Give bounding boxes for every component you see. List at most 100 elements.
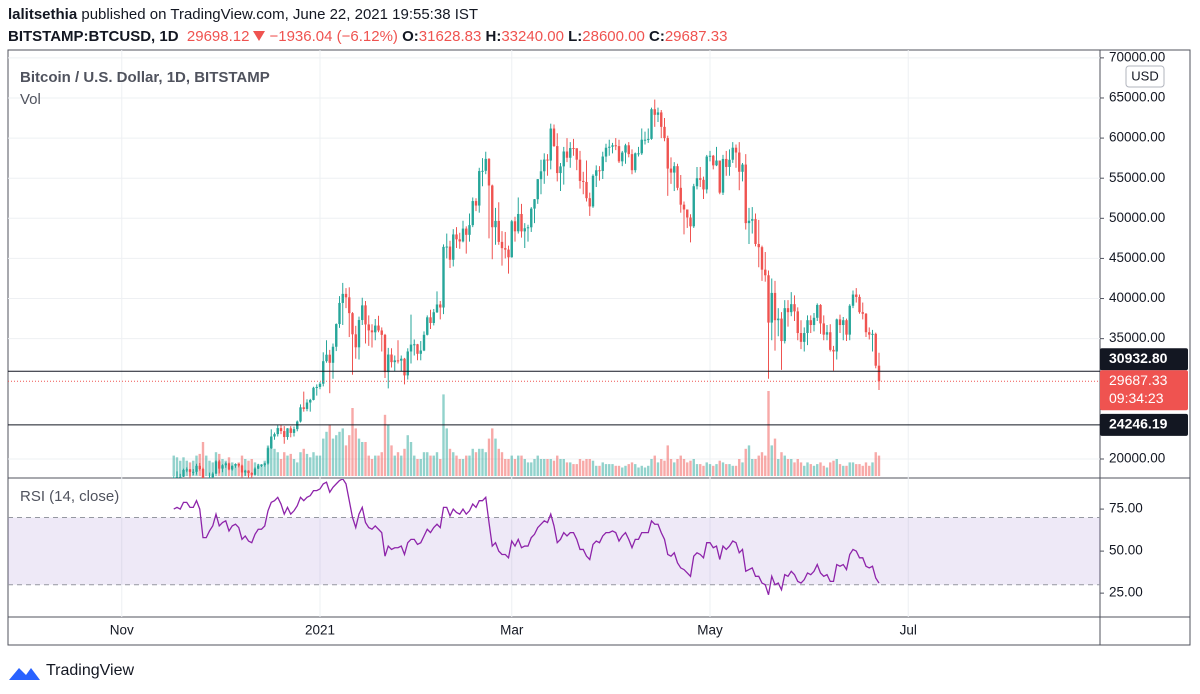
candle-body	[855, 294, 858, 297]
volume-bar	[458, 459, 461, 476]
candle-body	[442, 246, 445, 308]
candle-body	[770, 292, 773, 323]
candle-body	[289, 428, 292, 433]
volume-bar	[416, 459, 419, 476]
volume-bar	[201, 442, 205, 476]
candle-body	[328, 354, 331, 363]
volume-bar	[543, 459, 546, 476]
volume-bar	[845, 465, 848, 476]
candle-body	[689, 217, 692, 227]
volume-bar	[504, 459, 507, 476]
currency-box	[1125, 65, 1165, 88]
volume-bar	[419, 459, 422, 476]
volume-bar	[396, 452, 400, 476]
volume-bar	[682, 459, 686, 476]
change: −1936.04 (−6.12%)	[269, 28, 398, 45]
candle-body	[757, 243, 760, 248]
candle-body	[351, 313, 354, 335]
candle-body	[192, 471, 195, 473]
volume-bar	[234, 465, 237, 476]
candle-body	[575, 148, 578, 160]
volume-bar	[348, 435, 351, 476]
candle-body	[318, 383, 322, 387]
volume-bar	[354, 428, 357, 476]
candle-body	[624, 145, 627, 153]
candle-body	[452, 234, 455, 260]
candle-body	[845, 320, 848, 335]
volume-bar	[465, 455, 468, 476]
volume-bar	[309, 457, 312, 476]
candle-body	[500, 241, 504, 249]
volume-bar	[757, 455, 760, 476]
candle-body	[383, 334, 387, 373]
author-line: lalitsethia published on TradingView.com…	[8, 4, 727, 26]
candle-body	[790, 304, 793, 313]
candle-body	[578, 159, 582, 181]
volume-bar	[533, 459, 536, 476]
candle-body	[273, 434, 276, 437]
candle-body	[536, 179, 539, 200]
volume-bar	[478, 448, 481, 476]
volume-bar	[767, 391, 770, 476]
candle-body	[188, 469, 192, 472]
candle-body	[484, 158, 487, 171]
candle-body	[286, 428, 289, 438]
volume-bar	[851, 462, 855, 476]
candle-body	[348, 297, 351, 314]
candle-body	[793, 304, 796, 312]
candle-body	[325, 354, 328, 362]
volume-bar	[325, 431, 328, 476]
candle-body	[627, 145, 630, 155]
rsi-line	[173, 479, 880, 596]
volume-bar	[653, 455, 656, 476]
volume-bar	[728, 464, 731, 476]
candles	[172, 99, 881, 478]
volume-bar	[341, 428, 344, 476]
candle-body	[851, 294, 855, 306]
volume-bar	[838, 464, 842, 476]
volume-bar	[770, 445, 773, 476]
volume-bar	[487, 438, 491, 476]
candle-body	[198, 465, 201, 470]
volume-bar	[244, 459, 247, 476]
candle-body	[598, 170, 601, 172]
candle-body	[673, 166, 676, 173]
volume-bar	[208, 460, 211, 476]
y-tick-label: 20000.00	[1109, 451, 1165, 466]
candle-body	[468, 225, 471, 235]
candle-body	[669, 168, 673, 173]
candle-body	[812, 317, 816, 326]
volume-bar	[621, 467, 624, 476]
candle-body	[260, 464, 263, 466]
candle-body	[257, 465, 260, 469]
volume-bar	[760, 452, 764, 476]
candle-body	[458, 239, 461, 242]
volume-bar	[868, 465, 871, 476]
volume-bar	[601, 462, 604, 476]
candle-body	[653, 109, 656, 115]
candle-body	[471, 201, 474, 226]
candle-body	[682, 204, 686, 210]
candle-body	[231, 465, 234, 470]
volume-bar	[192, 460, 195, 476]
volume-bar	[738, 459, 741, 476]
volume-bar	[422, 452, 426, 476]
candle-body	[218, 461, 221, 469]
currency: USD	[1131, 68, 1158, 83]
candle-body	[663, 126, 666, 139]
candle-body	[705, 156, 708, 190]
y-tick-label: 60000.00	[1109, 130, 1165, 145]
chart-frame	[7, 49, 1191, 646]
volume-bar	[491, 428, 494, 476]
candle-body	[559, 166, 562, 174]
candle-body	[539, 171, 543, 180]
candle-body	[416, 344, 419, 354]
volume-bar	[289, 453, 292, 476]
volume-bar	[315, 455, 318, 476]
ohlc-value: 29687.33	[664, 28, 728, 45]
volume-bar	[777, 459, 780, 476]
candle-body	[175, 476, 179, 478]
candle-body	[481, 170, 484, 172]
volume-bar	[591, 460, 595, 476]
volume-bar	[861, 465, 864, 476]
